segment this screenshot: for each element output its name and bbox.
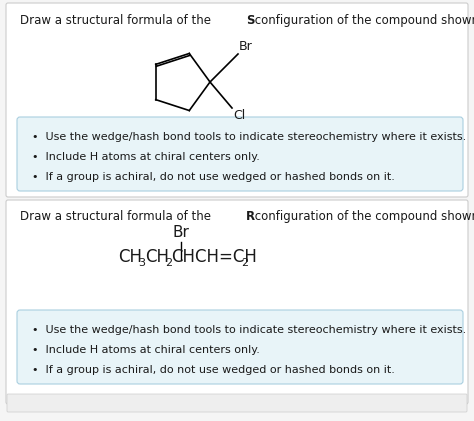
Text: 3: 3 [138,258,145,268]
Text: •  Use the wedge/hash bond tools to indicate stereochemistry where it exists.: • Use the wedge/hash bond tools to indic… [32,325,466,335]
Text: Draw a structural formula of the: Draw a structural formula of the [20,210,215,223]
Text: •  Use the wedge/hash bond tools to indicate stereochemistry where it exists.: • Use the wedge/hash bond tools to indic… [32,132,466,142]
Text: •  If a group is achiral, do not use wedged or hashed bonds on it.: • If a group is achiral, do not use wedg… [32,365,395,375]
Text: Draw a structural formula of the: Draw a structural formula of the [20,14,215,27]
Text: CH: CH [145,248,169,266]
Text: •  If a group is achiral, do not use wedged or hashed bonds on it.: • If a group is achiral, do not use wedg… [32,172,395,182]
Text: configuration of the compound shown below.: configuration of the compound shown belo… [251,210,474,223]
Text: R: R [246,210,255,223]
Text: 2: 2 [164,258,172,268]
Text: Br: Br [239,40,253,53]
Text: •  Include H atoms at chiral centers only.: • Include H atoms at chiral centers only… [32,345,260,355]
Text: configuration of the compound shown below.: configuration of the compound shown belo… [251,14,474,27]
FancyBboxPatch shape [17,117,463,191]
FancyBboxPatch shape [6,200,468,404]
Text: S: S [246,14,255,27]
Text: •  Include H atoms at chiral centers only.: • Include H atoms at chiral centers only… [32,152,260,162]
Text: Cl: Cl [233,109,245,122]
FancyBboxPatch shape [17,310,463,384]
Text: CH: CH [118,248,142,266]
FancyBboxPatch shape [7,394,467,412]
Text: Br: Br [173,225,190,240]
Text: CHCH=CH: CHCH=CH [171,248,257,266]
FancyBboxPatch shape [6,3,468,197]
Text: 2: 2 [241,258,248,268]
